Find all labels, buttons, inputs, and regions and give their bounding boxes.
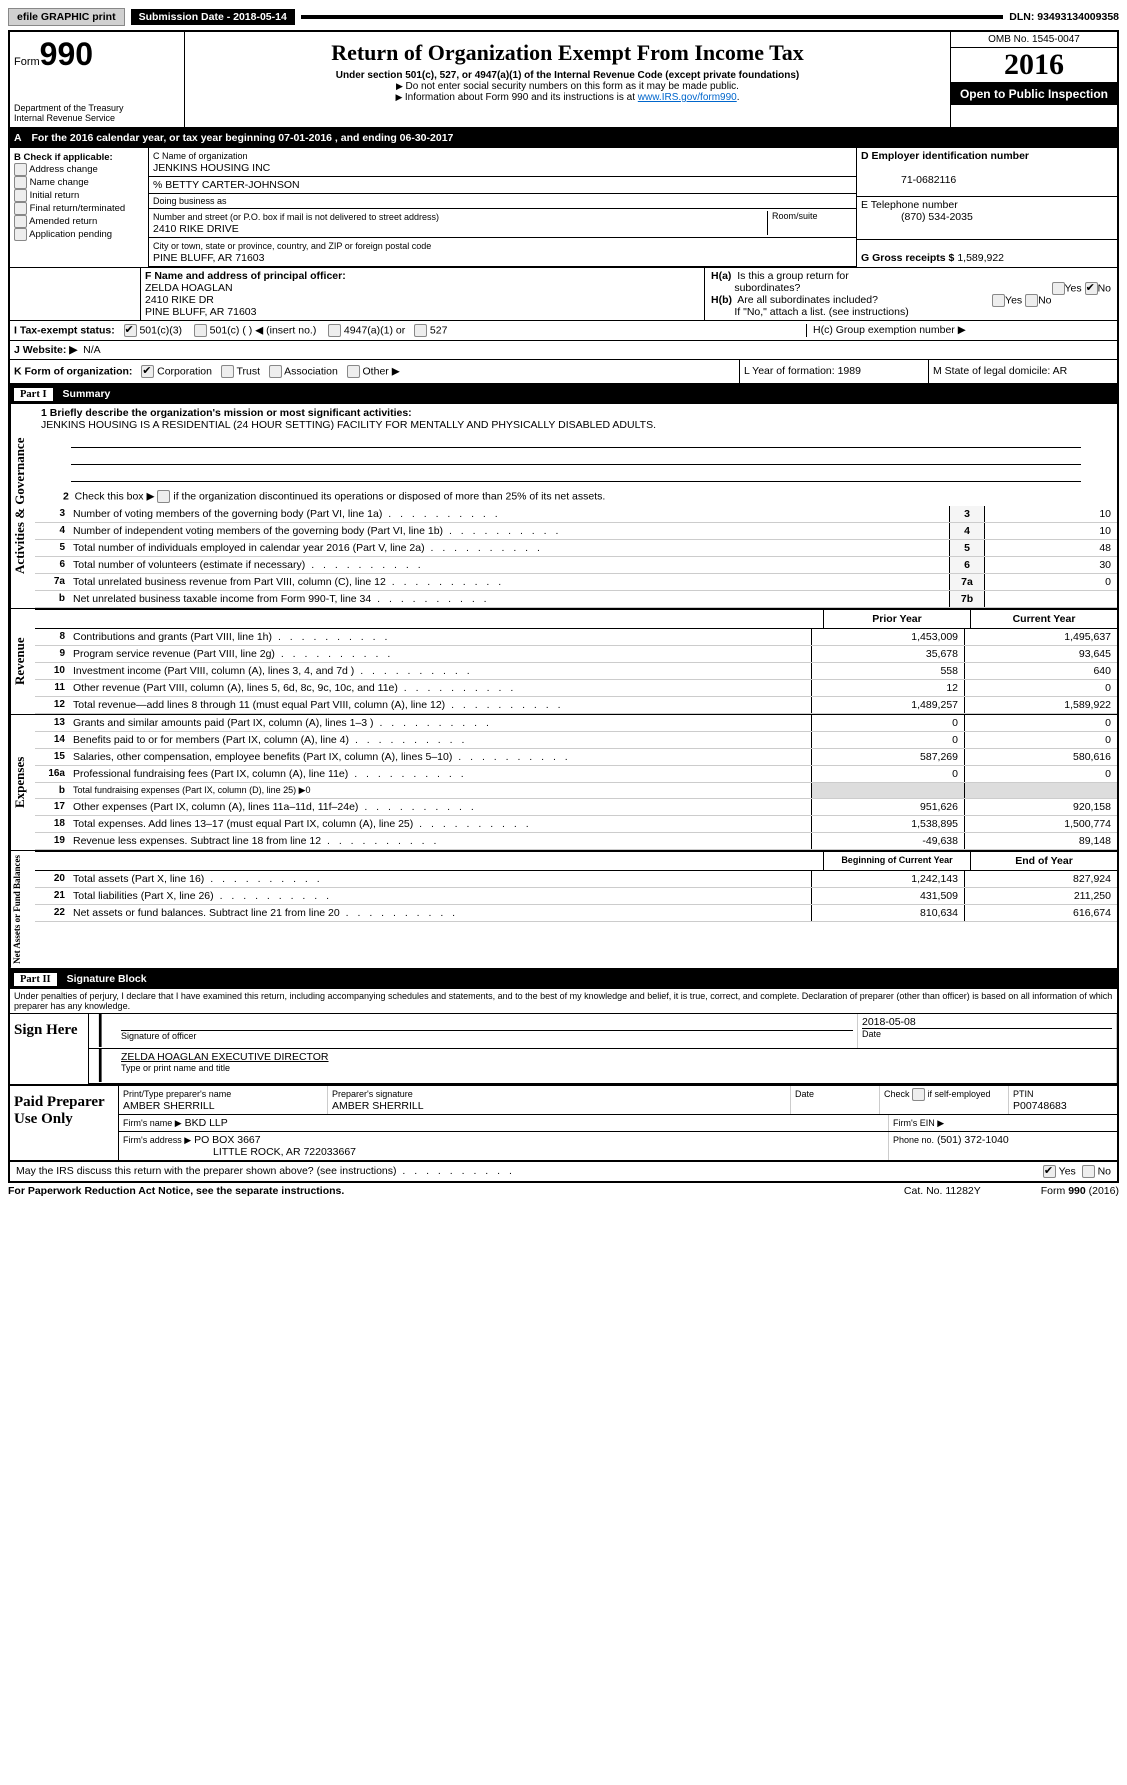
line-7a: 7aTotal unrelated business revenue from … <box>35 574 1117 591</box>
checkbox-address-change[interactable]: Address change <box>14 163 144 176</box>
sig-officer-label: Signature of officer <box>121 1030 853 1041</box>
vlabel-governance: Activities & Governance <box>10 404 35 608</box>
vlabel-expenses: Expenses <box>10 715 35 850</box>
line-21: 21Total liabilities (Part X, line 26)431… <box>35 888 1117 905</box>
care-of: % BETTY CARTER-JOHNSON <box>149 177 856 194</box>
sig-date: 2018-05-08 <box>862 1016 916 1028</box>
line-19: 19Revenue less expenses. Subtract line 1… <box>35 833 1117 850</box>
mission-text: JENKINS HOUSING IS A RESIDENTIAL (24 HOU… <box>41 419 656 431</box>
paid-preparer-label: Paid Preparer Use Only <box>10 1086 119 1160</box>
form-of-org: K Form of organization: Corporation Trus… <box>10 360 739 383</box>
checkbox-amended-return[interactable]: Amended return <box>14 215 144 228</box>
preparer-sig: AMBER SHERRILL <box>332 1100 424 1112</box>
efile-print-button[interactable]: efile GRAPHIC print <box>8 8 125 26</box>
submission-date: Submission Date - 2018-05-14 <box>131 9 295 25</box>
line-20: 20Total assets (Part X, line 16)1,242,14… <box>35 871 1117 888</box>
form-footer: Form 990 (2016) <box>1041 1185 1119 1197</box>
line-17: 17Other expenses (Part IX, column (A), l… <box>35 799 1117 816</box>
perjury-statement: Under penalties of perjury, I declare th… <box>8 989 1119 1013</box>
firm-phone: (501) 372-1040 <box>937 1134 1009 1146</box>
omb-number: OMB No. 1545-0047 <box>951 32 1117 48</box>
tax-year: 2016 <box>951 48 1117 83</box>
ptin: P00748683 <box>1013 1100 1067 1112</box>
sign-arrow-icon: ⎮ <box>89 1014 117 1048</box>
preparer-name: AMBER SHERRILL <box>123 1100 215 1112</box>
head-end: End of Year <box>970 852 1117 870</box>
line-9: 9Program service revenue (Part VIII, lin… <box>35 646 1117 663</box>
line-7b: bNet unrelated business taxable income f… <box>35 591 1117 608</box>
discuss-row: May the IRS discuss this return with the… <box>8 1162 1119 1183</box>
checkbox-final-return-terminated[interactable]: Final return/terminated <box>14 202 144 215</box>
year-formation: L Year of formation: 1989 <box>739 360 928 383</box>
hc-group-exemption: H(c) Group exemption number ▶ <box>806 324 1113 337</box>
dln: DLN: 93493134009358 <box>1009 11 1119 23</box>
dept-treasury: Department of the Treasury Internal Reve… <box>14 103 180 123</box>
ha-group-return: H(a) Is this a group return for subordin… <box>711 270 1111 294</box>
dba: Doing business as <box>149 194 856 209</box>
line-6: 6Total number of volunteers (estimate if… <box>35 557 1117 574</box>
vlabel-netassets: Net Assets or Fund Balances <box>10 851 35 968</box>
form-number: Form990 <box>14 36 180 73</box>
period-row: A For the 2016 calendar year, or tax yea… <box>8 129 1119 148</box>
checkbox-initial-return[interactable]: Initial return <box>14 189 144 202</box>
line-4: 4Number of independent voting members of… <box>35 523 1117 540</box>
checkbox-application-pending[interactable]: Application pending <box>14 228 144 241</box>
officer-name: ZELDA HOAGLAN <box>145 282 233 294</box>
info-note: Information about Form 990 and its instr… <box>193 92 942 103</box>
cat-no: Cat. No. 11282Y <box>904 1185 981 1197</box>
vlabel-revenue: Revenue <box>10 609 35 714</box>
head-begin: Beginning of Current Year <box>823 852 970 870</box>
line-22: 22Net assets or fund balances. Subtract … <box>35 905 1117 922</box>
line-3: 3Number of voting members of the governi… <box>35 506 1117 523</box>
topbar-spacer <box>301 15 1003 19</box>
line-18: 18Total expenses. Add lines 13–17 (must … <box>35 816 1117 833</box>
part2-header: Part IISignature Block <box>8 970 1119 989</box>
line-8: 8Contributions and grants (Part VIII, li… <box>35 629 1117 646</box>
state-domicile: M State of legal domicile: AR <box>928 360 1117 383</box>
room-suite: Room/suite <box>767 211 852 235</box>
top-bar: efile GRAPHIC print Submission Date - 20… <box>8 8 1119 26</box>
form-title: Return of Organization Exempt From Incom… <box>193 40 942 66</box>
line-11: 11Other revenue (Part VIII, column (A), … <box>35 680 1117 697</box>
line-b: bTotal fundraising expenses (Part IX, co… <box>35 783 1117 799</box>
line-14: 14Benefits paid to or for members (Part … <box>35 732 1117 749</box>
ssn-note: Do not enter social security numbers on … <box>193 81 942 92</box>
sign-here-label: Sign Here <box>10 1014 89 1084</box>
irs-link[interactable]: www.IRS.gov/form990 <box>638 92 737 103</box>
checkbox-name-change[interactable]: Name change <box>14 176 144 189</box>
gross-receipts: 1,589,922 <box>957 252 1004 264</box>
firm-address: PO BOX 3667 <box>194 1134 261 1146</box>
pra-notice: For Paperwork Reduction Act Notice, see … <box>8 1185 344 1197</box>
head-prior: Prior Year <box>823 610 970 628</box>
line-12: 12Total revenue—add lines 8 through 11 (… <box>35 697 1117 714</box>
line-15: 15Salaries, other compensation, employee… <box>35 749 1117 766</box>
officer-print-name: ZELDA HOAGLAN EXECUTIVE DIRECTOR <box>121 1051 329 1063</box>
tax-exempt-status: I Tax-exempt status: 501(c)(3) 501(c) ( … <box>14 324 806 337</box>
head-curr: Current Year <box>970 610 1117 628</box>
line-13: 13Grants and similar amounts paid (Part … <box>35 715 1117 732</box>
line-16a: 16aProfessional fundraising fees (Part I… <box>35 766 1117 783</box>
self-employed-check[interactable]: Check if self-employed <box>884 1089 991 1099</box>
q2-discontinued: 2 Check this box ▶ if the organization d… <box>35 487 1117 506</box>
part1-header: Part ISummary <box>8 385 1119 404</box>
city-state-zip: PINE BLUFF, AR 71603 <box>153 252 264 264</box>
line-5: 5Total number of individuals employed in… <box>35 540 1117 557</box>
firm-name: BKD LLP <box>185 1117 228 1129</box>
ein: 71-0682116 <box>861 174 956 186</box>
form-header: Form990 Department of the Treasury Inter… <box>8 30 1119 129</box>
line-10: 10Investment income (Part VIII, column (… <box>35 663 1117 680</box>
open-to-public: Open to Public Inspection <box>951 83 1117 105</box>
sign-arrow-icon-2: ⎮ <box>89 1049 117 1083</box>
org-name-row: C Name of organization JENKINS HOUSING I… <box>149 148 856 177</box>
hb-subordinates: H(b) Are all subordinates included? Yes … <box>711 294 1111 318</box>
form-subtitle: Under section 501(c), 527, or 4947(a)(1)… <box>193 70 942 81</box>
street-address: 2410 RIKE DRIVE <box>153 223 239 235</box>
website-row: J Website: ▶ N/A <box>8 341 1119 360</box>
block-b-checkboxes: B Check if applicable: Address change Na… <box>10 148 149 267</box>
telephone: (870) 534-2035 <box>861 211 973 223</box>
